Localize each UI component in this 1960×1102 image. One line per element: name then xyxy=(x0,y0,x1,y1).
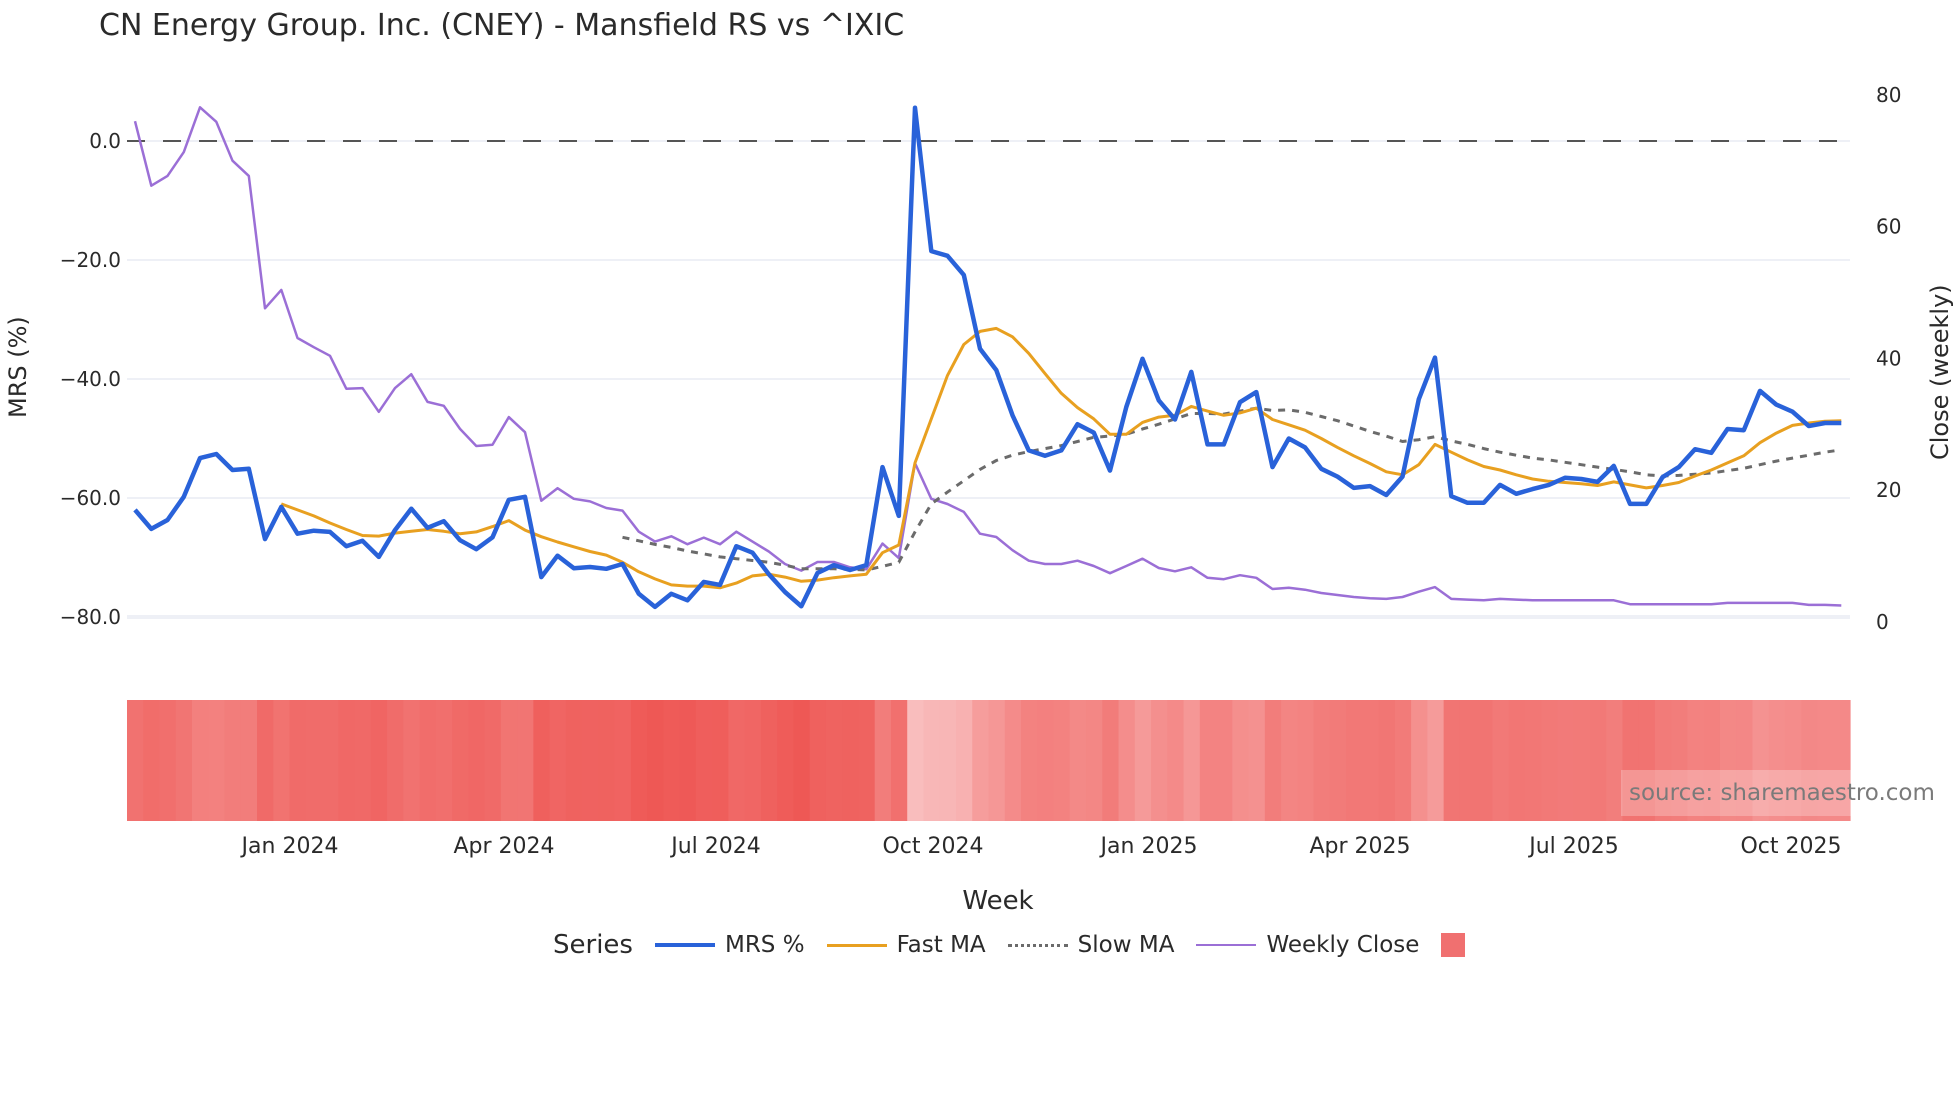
source-watermark: source: sharemaestro.com xyxy=(1621,770,1943,816)
svg-text:−40.0: −40.0 xyxy=(60,367,121,391)
heatmap-swatch-icon xyxy=(1441,933,1466,957)
legend-label: Fast MA xyxy=(896,932,986,958)
x-tick-label: Apr 2024 xyxy=(453,834,555,859)
svg-text:−20.0: −20.0 xyxy=(60,248,121,272)
legend-item-heatmap[interactable] xyxy=(1441,933,1466,957)
svg-text:40: 40 xyxy=(1876,346,1901,370)
slow-ma-line-swatch-icon xyxy=(1007,943,1068,947)
mrs-heatmap-strip xyxy=(127,700,1851,821)
svg-text:60: 60 xyxy=(1876,215,1901,239)
x-tick-label: Jan 2024 xyxy=(241,834,339,859)
svg-text:−80.0: −80.0 xyxy=(60,605,121,629)
fast-ma-line xyxy=(280,326,1842,590)
svg-text:0: 0 xyxy=(1876,610,1889,634)
x-tick-label: Oct 2025 xyxy=(1740,834,1842,859)
legend: Series MRS % Fast MA Slow MA Weekly Clos… xyxy=(553,930,1487,960)
legend-item-fast-ma[interactable]: Fast MA xyxy=(826,932,986,958)
x-tick-label: Oct 2024 xyxy=(882,834,984,859)
x-tick-label: Apr 2025 xyxy=(1309,834,1411,859)
legend-label: Slow MA xyxy=(1077,932,1175,958)
svg-text:20: 20 xyxy=(1876,478,1901,502)
fast-ma-line-swatch-icon xyxy=(826,943,887,947)
legend-item-weekly-close[interactable]: Weekly Close xyxy=(1196,932,1419,958)
legend-item-mrs[interactable]: MRS % xyxy=(654,932,805,958)
x-tick-label: Jul 2024 xyxy=(671,834,761,859)
weekly-close-line xyxy=(133,106,1842,607)
svg-text:0.0: 0.0 xyxy=(89,129,121,153)
x-tick-label: Jan 2025 xyxy=(1100,834,1198,859)
svg-text:−60.0: −60.0 xyxy=(60,486,121,510)
weekly-close-line-swatch-icon xyxy=(1196,944,1257,946)
mrs-line xyxy=(133,105,1842,610)
x-axis-title: Week xyxy=(962,886,1034,916)
slow-ma-line xyxy=(622,406,1842,572)
legend-title: Series xyxy=(553,930,633,960)
legend-label: MRS % xyxy=(724,932,805,958)
legend-label: Weekly Close xyxy=(1266,932,1420,958)
legend-item-slow-ma[interactable]: Slow MA xyxy=(1007,932,1175,958)
svg-text:80: 80 xyxy=(1876,83,1901,107)
series-lines xyxy=(133,105,1842,610)
mrs-line-swatch-icon xyxy=(654,943,715,947)
x-tick-label: Jul 2025 xyxy=(1529,834,1619,859)
chart-title: CN Energy Group. Inc. (CNEY) - Mansfield… xyxy=(99,8,905,43)
y-axis-ticks: 0.0 −20.0 −40.0 −60.0 −80.0 80 60 40 20 0 xyxy=(60,83,1902,634)
